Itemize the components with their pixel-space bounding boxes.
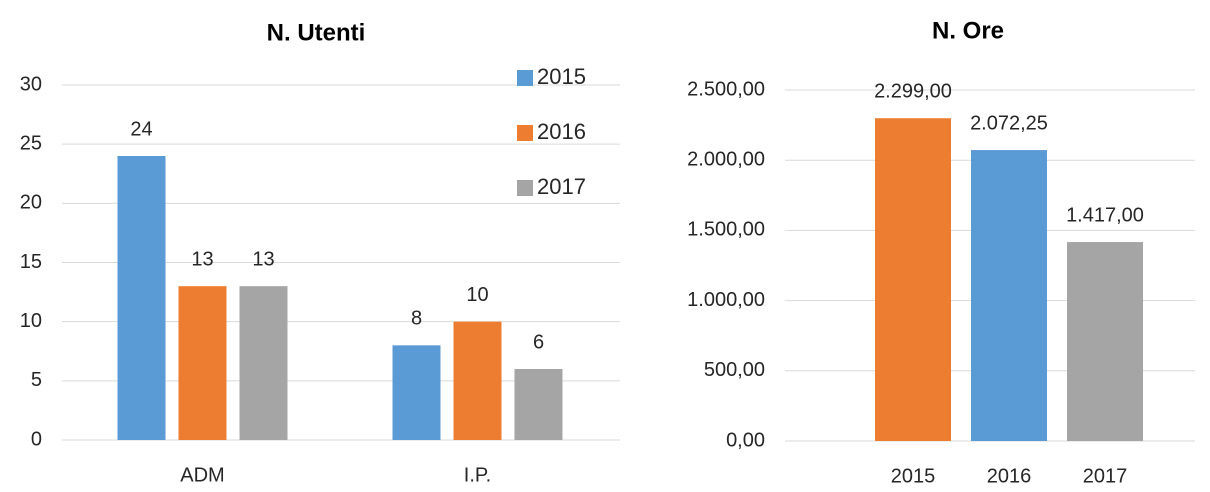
legend-swatch [517, 180, 533, 196]
y-tick-label: 2.000,00 [687, 148, 765, 170]
data-label: 13 [252, 248, 274, 270]
x-tick-label: 2017 [1083, 465, 1128, 487]
data-label: 8 [411, 308, 422, 330]
y-tick-label: 0,00 [726, 429, 765, 451]
data-label: 10 [466, 284, 488, 306]
bar [1067, 242, 1143, 441]
bar [514, 369, 563, 440]
y-tick-label: 1.000,00 [687, 289, 765, 311]
bar [117, 156, 166, 440]
y-tick-label: 20 [20, 192, 42, 214]
legend-label: 2015 [537, 64, 586, 89]
data-label: 24 [130, 118, 152, 140]
y-tick-label: 30 [20, 73, 42, 95]
bar [453, 321, 502, 440]
legend-label: 2017 [537, 174, 586, 199]
y-tick-label: 10 [20, 310, 42, 332]
bar [875, 118, 951, 441]
chart-title: N. Ore [932, 17, 1004, 44]
legend-swatch [517, 70, 533, 86]
data-label: 2.072,25 [970, 112, 1048, 134]
bar [392, 345, 441, 440]
y-tick-label: 15 [20, 251, 42, 273]
bar [971, 150, 1047, 442]
y-tick-label: 5 [31, 369, 42, 391]
bar [239, 286, 288, 440]
y-tick-label: 2.500,00 [687, 78, 765, 100]
x-tick-label: 2015 [891, 465, 936, 487]
data-label: 2.299,00 [874, 81, 952, 103]
legend-swatch [517, 125, 533, 141]
x-tick-label: I.P. [464, 464, 491, 486]
y-tick-label: 0 [31, 428, 42, 450]
data-label: 13 [191, 248, 213, 270]
data-label: 6 [533, 331, 544, 353]
y-tick-label: 25 [20, 132, 42, 154]
legend-label: 2016 [537, 119, 586, 144]
y-tick-label: 500,00 [704, 359, 765, 381]
y-tick-label: 1.500,00 [687, 219, 765, 241]
x-tick-label: ADM [180, 464, 224, 486]
bar [178, 286, 227, 440]
chart-title: N. Utenti [267, 19, 366, 46]
x-tick-label: 2016 [987, 465, 1032, 487]
data-label: 1.417,00 [1066, 204, 1144, 226]
